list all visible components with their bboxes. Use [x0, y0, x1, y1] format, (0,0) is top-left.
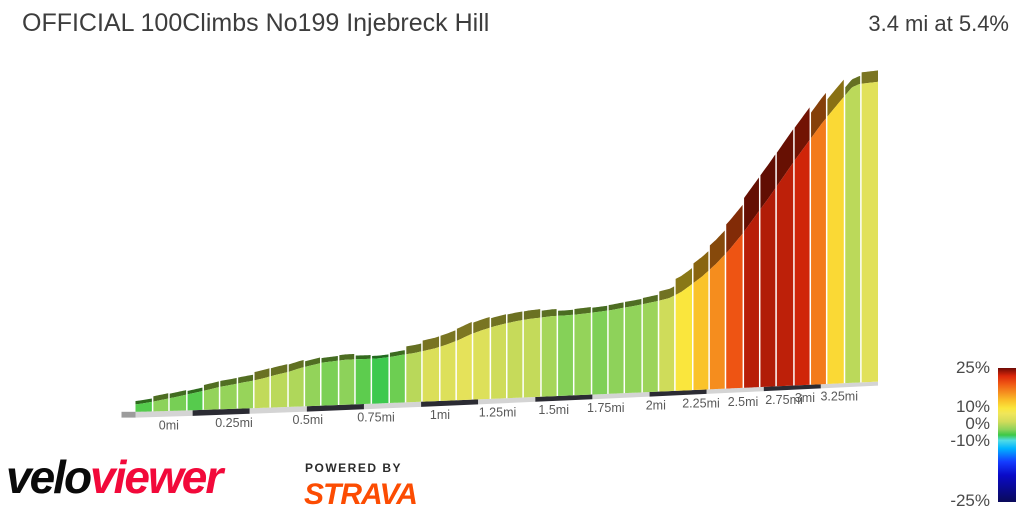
svg-text:0mi: 0mi	[159, 418, 179, 432]
svg-text:1.25mi: 1.25mi	[479, 406, 517, 420]
svg-text:-25%: -25%	[950, 491, 990, 510]
svg-text:3.25mi: 3.25mi	[820, 389, 858, 403]
svg-text:2mi: 2mi	[646, 399, 666, 413]
svg-text:0.75mi: 0.75mi	[357, 411, 395, 425]
svg-text:25%: 25%	[956, 358, 990, 377]
svg-text:2.5mi: 2.5mi	[728, 395, 759, 409]
svg-text:1mi: 1mi	[430, 408, 450, 422]
svg-text:0.5mi: 0.5mi	[293, 413, 324, 427]
svg-text:1.75mi: 1.75mi	[587, 401, 625, 415]
svg-text:2.25mi: 2.25mi	[682, 397, 720, 411]
svg-text:1.5mi: 1.5mi	[538, 403, 569, 417]
svg-text:3mi: 3mi	[795, 391, 815, 405]
svg-text:0.25mi: 0.25mi	[215, 416, 253, 430]
svg-text:-10%: -10%	[950, 431, 990, 450]
